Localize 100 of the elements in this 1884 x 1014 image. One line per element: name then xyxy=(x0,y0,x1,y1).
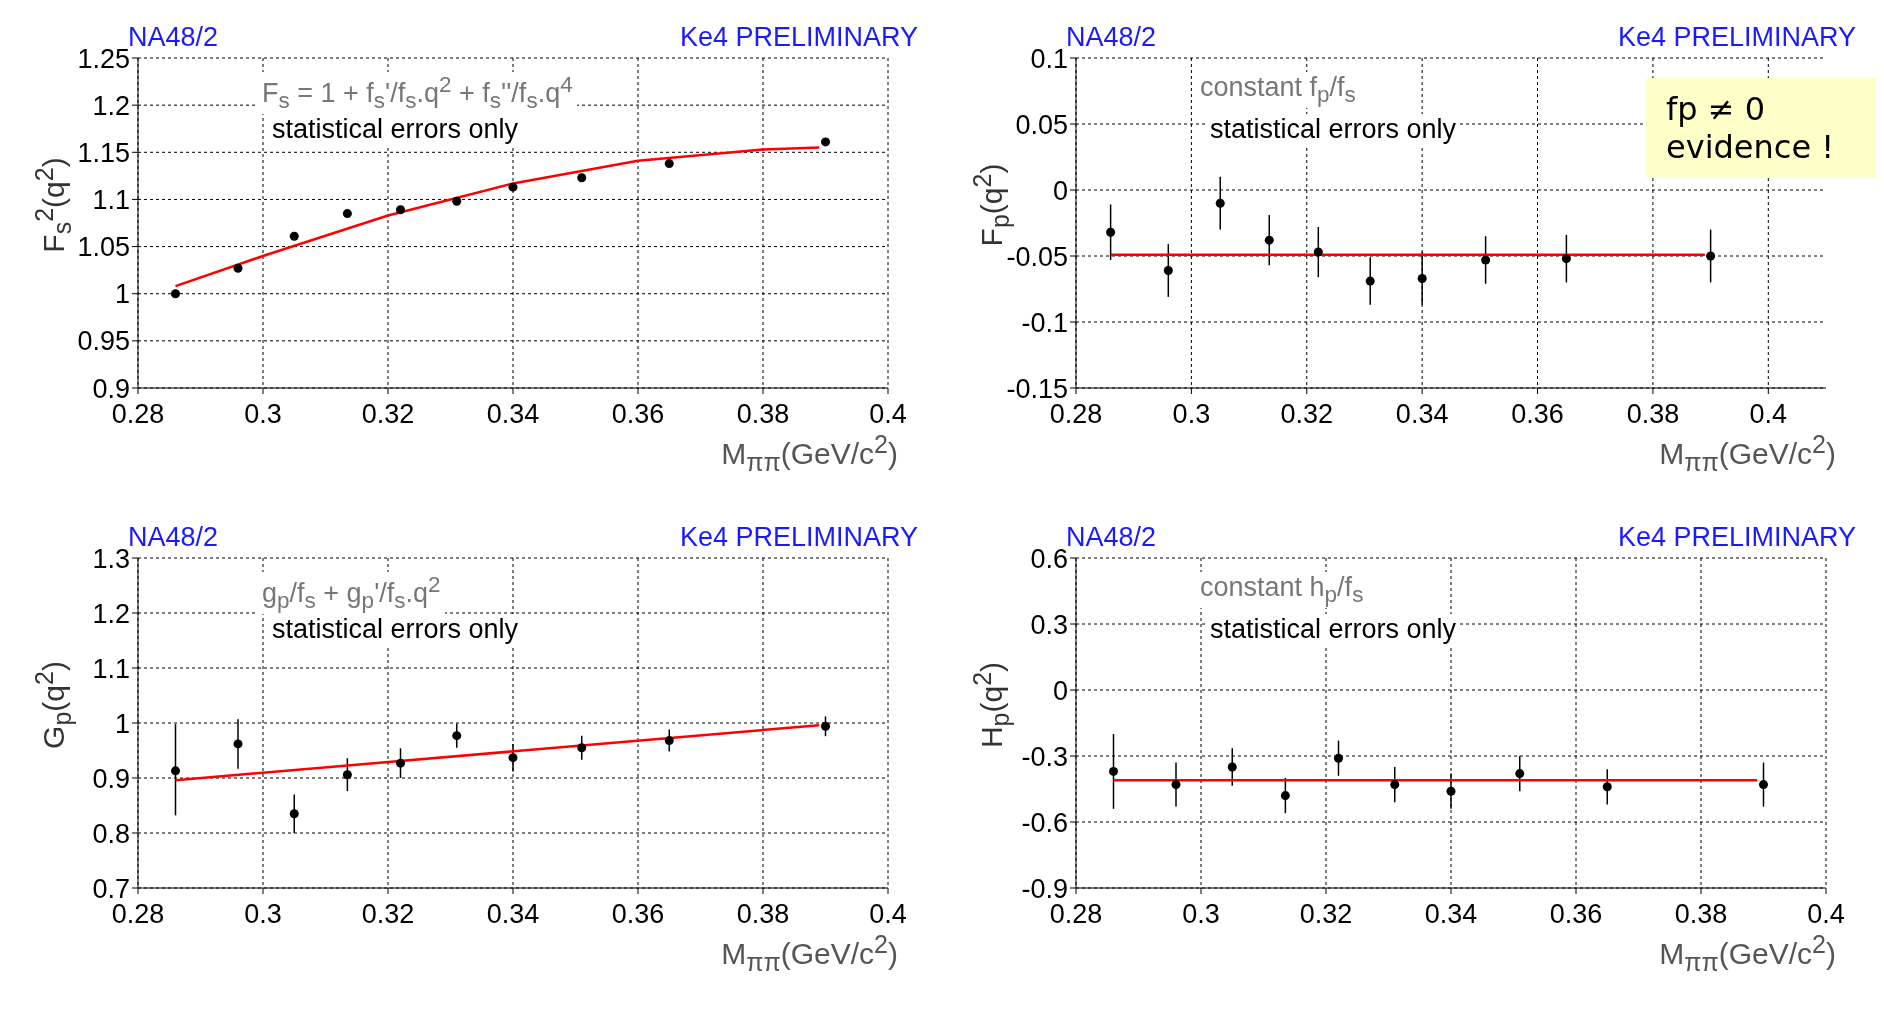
x-tick-label: 0.36 xyxy=(611,399,665,430)
y-tick-label: -0.1 xyxy=(1021,307,1068,338)
annotation: constant f$_{p}$/f$_{s}$ xyxy=(1196,72,1360,109)
x-axis-title: M$_{ππ}$(GeV/c$^{2}$) xyxy=(721,930,898,977)
y-tick-label: 0 xyxy=(1052,675,1068,706)
point xyxy=(233,263,243,273)
point xyxy=(1171,780,1181,790)
x-tick-label: 0.32 xyxy=(1299,899,1353,930)
point xyxy=(1365,276,1375,286)
y-tick-label: 1.1 xyxy=(92,653,130,684)
x-tick-label: 0.38 xyxy=(1674,899,1728,930)
point xyxy=(395,758,406,768)
annotation: fp ≠ 0 evidence ! xyxy=(1646,78,1876,178)
point xyxy=(1215,198,1225,208)
text: F$_{s}$ = 1 + f$_{s}$'/f$_{s}$.q$^{2}$ + f$_{s}$''/f$_{s}$.q$^{4}$ xyxy=(262,72,573,114)
annotation: constant h$_{p}$/f$_{s}$ xyxy=(1196,572,1368,609)
x-tick-label: 0.38 xyxy=(736,899,790,930)
text: NA48/2 xyxy=(128,22,219,52)
point xyxy=(342,209,352,219)
y-tick-label: 1.3 xyxy=(92,543,130,574)
x-tick-label: 0.3 xyxy=(244,399,282,430)
y-tick-label: 0.05 xyxy=(1015,109,1068,140)
annotation: statistical errors only xyxy=(268,614,523,645)
x-tick-label: 0.38 xyxy=(1626,399,1680,430)
point xyxy=(1481,255,1491,265)
y-tick-label: 0 xyxy=(1052,175,1068,206)
text: NA48/2 xyxy=(1066,522,1157,552)
point xyxy=(1313,247,1323,257)
point xyxy=(1264,235,1274,245)
x-axis-title: M$_{ππ}$(GeV/c$^{2}$) xyxy=(721,430,898,477)
text: Ke4 PRELIMINARY xyxy=(679,22,918,53)
y-tick-label: 1 xyxy=(114,708,130,739)
annotation: statistical errors only xyxy=(1206,614,1461,645)
point xyxy=(289,809,299,819)
y-tick-label: 1.15 xyxy=(77,137,130,168)
x-tick-label: 0.32 xyxy=(361,899,415,930)
point xyxy=(233,739,243,749)
point xyxy=(664,736,674,746)
annotation: statistical errors only xyxy=(1206,114,1461,145)
y-tick-label: -0.3 xyxy=(1021,741,1068,772)
point xyxy=(395,205,406,215)
point xyxy=(170,766,181,776)
y-tick-label: 0.95 xyxy=(77,326,130,357)
text: Ke4 PRELIMINARY xyxy=(1617,22,1856,53)
point xyxy=(1602,782,1612,792)
point xyxy=(1108,766,1119,776)
x-tick-label: 0.34 xyxy=(1424,899,1478,930)
x-tick-label: 0.3 xyxy=(1182,899,1220,930)
x-tick-label: 0.34 xyxy=(1395,399,1449,430)
point xyxy=(820,137,831,147)
point xyxy=(1280,791,1290,801)
y-tick-label: 1 xyxy=(114,279,130,310)
x-tick-label: 0.4 xyxy=(1749,399,1788,430)
text: Ke4 PRELIMINARY xyxy=(1617,522,1856,553)
point xyxy=(1227,762,1237,772)
x-tick-label: 0.3 xyxy=(1172,399,1211,430)
point xyxy=(1758,780,1769,790)
y-tick-label: 0.9 xyxy=(92,763,130,794)
y-tick-label: 0.6 xyxy=(1030,543,1068,574)
x-axis-title: M$_{ππ}$(GeV/c$^{2}$) xyxy=(1659,930,1836,977)
point xyxy=(289,231,299,241)
point xyxy=(1163,266,1173,276)
text: NA48/2 xyxy=(128,522,219,552)
y-tick-label: 1.05 xyxy=(77,232,130,263)
x-axis-title: M$_{ππ}$(GeV/c$^{2}$) xyxy=(1659,430,1836,477)
x-tick-label: 0.36 xyxy=(1511,399,1564,430)
point xyxy=(577,173,587,183)
point xyxy=(1390,780,1400,790)
y-tick-label: 1.2 xyxy=(92,90,130,121)
x-tick-label: 0.4 xyxy=(1807,899,1845,930)
x-tick-label: 0.3 xyxy=(244,899,282,930)
x-tick-label: 0.32 xyxy=(1280,399,1334,430)
x-tick-label: 0.36 xyxy=(1549,899,1603,930)
point xyxy=(664,159,674,169)
point xyxy=(1106,227,1116,237)
x-tick-label: 0.36 xyxy=(611,899,665,930)
point xyxy=(452,731,462,741)
text: NA48/2 xyxy=(1066,22,1157,52)
x-tick-label: 0.34 xyxy=(486,399,540,430)
y-tick-label: 0.3 xyxy=(1030,609,1068,640)
point xyxy=(342,770,352,780)
point xyxy=(452,196,462,206)
text: g$_{p}$/f$_{s}$ + g$_{p}$'/f$_{s}$.q$^{2}$ xyxy=(262,572,441,614)
point xyxy=(1446,786,1456,796)
point xyxy=(170,289,181,299)
y-tick-label: 1.1 xyxy=(92,185,130,216)
x-tick-label: 0.32 xyxy=(361,399,415,430)
x-tick-label: 0.4 xyxy=(869,899,907,930)
point xyxy=(820,721,831,731)
text: Ke4 PRELIMINARY xyxy=(679,522,918,553)
y-tick-label: 0.1 xyxy=(1030,43,1068,74)
y-tick-label: 1.2 xyxy=(92,598,130,629)
x-tick-label: 0.4 xyxy=(869,399,907,430)
x-tick-label: 0.38 xyxy=(736,399,790,430)
annotation: statistical errors only xyxy=(268,114,523,145)
point xyxy=(1417,273,1427,283)
x-tick-label: 0.34 xyxy=(486,899,540,930)
point xyxy=(1706,251,1716,261)
y-tick-label: -0.05 xyxy=(1006,241,1068,272)
point xyxy=(508,753,518,763)
